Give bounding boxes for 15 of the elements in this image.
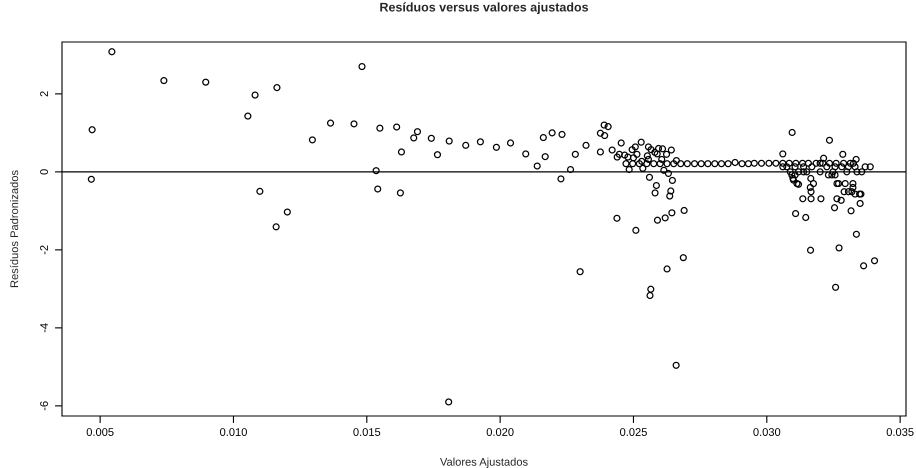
x-tick-label: 0.035 <box>886 428 914 436</box>
y-tick-label: 2 <box>40 91 48 96</box>
x-tick-label: 0.005 <box>86 428 114 436</box>
x-tick-label: 0.015 <box>353 428 380 436</box>
x-axis-title: Valores Ajustados <box>440 458 528 468</box>
y-axis-title: Resíduos Padronizados <box>10 170 18 288</box>
y-tick-label: -6 <box>40 401 48 410</box>
x-tick-label: 0.030 <box>753 428 780 436</box>
y-tick-label: -4 <box>40 323 48 332</box>
y-tick-label: -2 <box>40 245 48 254</box>
y-tick-label: 0 <box>40 169 48 175</box>
x-tick-label: 0.010 <box>220 428 247 436</box>
chart-title: Resíduos versus valores ajustados <box>380 2 588 14</box>
x-tick-label: 0.025 <box>620 428 647 436</box>
x-tick-label: 0.020 <box>486 428 514 436</box>
